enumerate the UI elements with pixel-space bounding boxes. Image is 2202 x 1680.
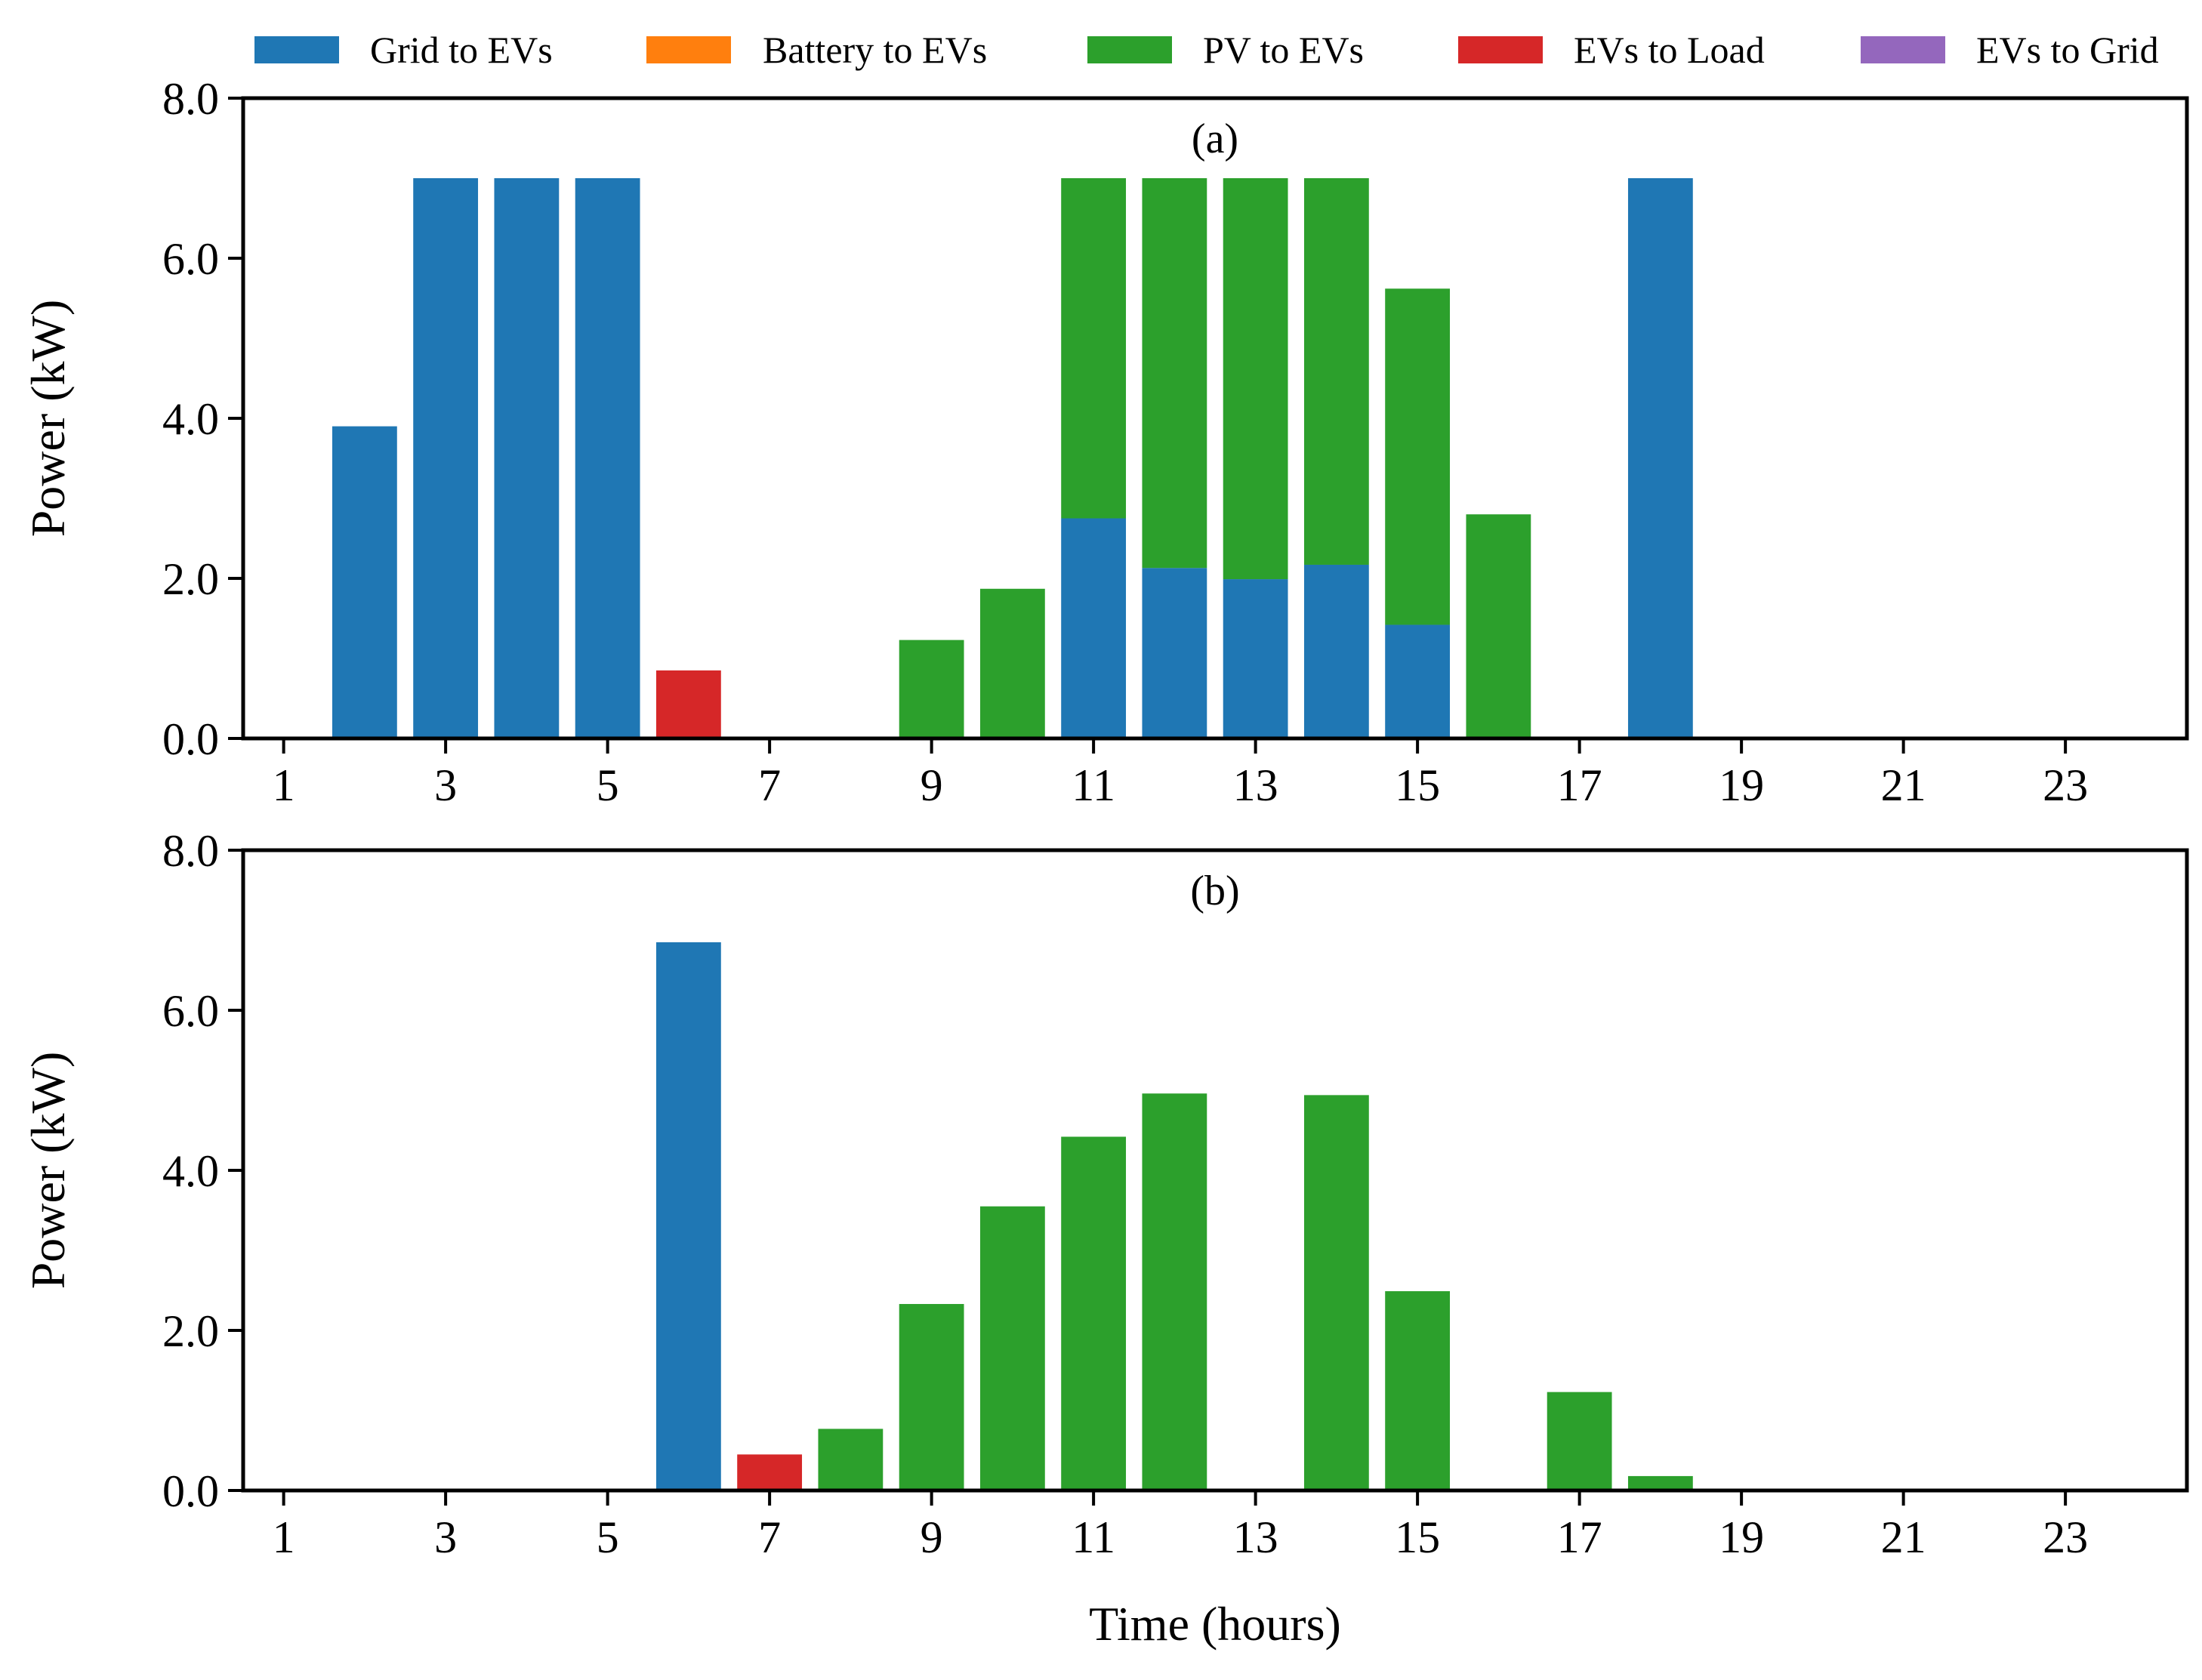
x-tick-label-1-a: 3 [434,760,457,810]
bar-grid-to-evs-hour-11-a [1061,518,1127,738]
x-tick-label-0-b: 1 [273,1512,295,1562]
legend-label-evs-to-grid: EVs to Grid [1976,29,2159,71]
bar-grid-to-evs-hour-13-a [1223,579,1288,738]
legend-item-grid-to-evs: Grid to EVs [254,29,553,71]
bar-grid-to-evs-hour-3-a [413,178,479,738]
chart-panel-b: 0.02.04.06.08.01 3 5 7 9 11 13 15 17 19 21 23 (b) P… [21,826,2189,1651]
bar-pv-to-evs-hour-11-a [1061,178,1127,519]
y-tick-label-2-b: 4.0 [162,1146,219,1196]
x-tick-label-10-a: 21 [1881,760,1926,810]
y-tick-label-1-b: 2.0 [162,1306,219,1356]
x-tick-label-0-a: 1 [273,760,295,810]
ticks-panel-b: 0.02.04.06.08.01 3 5 7 9 11 13 15 17 19 21 23 [162,826,2088,1562]
bar-grid-to-evs-hour-18-a [1627,178,1693,738]
bar-grid-to-evs-hour-5-a [575,178,640,738]
x-tick-label-3-a: 7 [758,760,781,810]
x-tick-label-7-b: 15 [1395,1512,1440,1562]
legend-item-battery-to-evs: Battery to EVs [646,29,987,71]
x-tick-label-9-a: 19 [1719,760,1764,810]
bar-pv-to-evs-hour-17-b [1547,1392,1612,1490]
x-tick-label-4-a: 9 [921,760,943,810]
y-tick-label-3-b: 6.0 [162,986,219,1036]
bar-grid-to-evs-hour-2-a [332,426,397,738]
bar-pv-to-evs-hour-13-a [1223,178,1288,580]
legend-swatch-battery-to-evs [646,36,731,63]
bar-pv-to-evs-hour-9-b [899,1304,964,1490]
panel-label-a: (a) [1192,116,1238,162]
y-tick-label-1-a: 2.0 [162,554,219,604]
bar-pv-to-evs-hour-10-a [979,588,1045,738]
bar-pv-to-evs-hour-9-a [899,640,964,738]
x-axis-label-panel-b: Time (hours) [1089,1597,1341,1651]
panel-label-b: (b) [1190,868,1239,914]
y-axis-label-panel-b: Power (kW) [21,1052,75,1290]
bars-panel-b [655,942,1693,1490]
bar-pv-to-evs-hour-14-a [1303,178,1369,565]
ticks-panel-a: 0.02.04.06.08.01 3 5 7 9 11 13 15 17 19 21 23 [162,74,2088,810]
bar-pv-to-evs-hour-18-b [1627,1475,1693,1490]
legend-label-grid-to-evs: Grid to EVs [370,29,553,71]
y-tick-label-0-a: 0.0 [162,714,219,764]
x-tick-label-6-b: 13 [1233,1512,1278,1562]
legend-swatch-grid-to-evs [254,36,339,63]
bar-pv-to-evs-hour-14-b [1303,1095,1369,1490]
x-tick-label-6-a: 13 [1233,760,1278,810]
bar-grid-to-evs-hour-12-a [1142,568,1207,738]
y-tick-label-0-b: 0.0 [162,1466,219,1516]
y-tick-label-4-b: 8.0 [162,826,219,876]
legend-label-battery-to-evs: Battery to EVs [763,29,987,71]
x-tick-label-2-a: 5 [597,760,619,810]
bar-pv-to-evs-hour-8-b [818,1429,884,1490]
y-tick-label-3-a: 6.0 [162,234,219,284]
x-tick-label-8-a: 17 [1557,760,1602,810]
x-tick-label-10-b: 21 [1881,1512,1926,1562]
x-tick-label-2-b: 5 [597,1512,619,1562]
bar-evs-to-load-hour-6-a [655,670,721,738]
y-axis-label-panel-a: Power (kW) [21,300,75,538]
x-tick-label-5-b: 11 [1072,1512,1115,1562]
bar-grid-to-evs-hour-14-a [1303,564,1369,738]
legend-swatch-pv-to-evs [1087,36,1172,63]
legend: Grid to EVs Battery to EVs PV to EVs EVs… [254,29,2159,71]
bar-pv-to-evs-hour-10-b [979,1206,1045,1490]
legend-item-pv-to-evs: PV to EVs [1087,29,1364,71]
legend-label-evs-to-load: EVs to Load [1574,29,1765,71]
x-tick-label-5-a: 11 [1072,760,1115,810]
legend-item-evs-to-grid: EVs to Grid [1861,29,2159,71]
y-tick-label-2-a: 4.0 [162,394,219,444]
bar-pv-to-evs-hour-16-a [1466,514,1531,738]
plot-frame-panel-a [241,96,2189,741]
chart-panel-a: 0.02.04.06.08.01 3 5 7 9 11 13 15 17 19 21 23 (a) P… [21,74,2189,810]
bar-grid-to-evs-hour-4-a [494,178,560,738]
x-tick-label-4-b: 9 [921,1512,943,1562]
bar-pv-to-evs-hour-12-b [1142,1093,1207,1490]
bar-pv-to-evs-hour-15-b [1385,1291,1451,1490]
x-tick-label-3-b: 7 [758,1512,781,1562]
x-tick-label-11-b: 23 [2043,1512,2088,1562]
x-tick-label-11-a: 23 [2043,760,2088,810]
legend-swatch-evs-to-load [1458,36,1543,63]
x-tick-label-8-b: 17 [1557,1512,1602,1562]
x-tick-label-9-b: 19 [1719,1512,1764,1562]
x-tick-label-1-b: 3 [434,1512,457,1562]
bar-pv-to-evs-hour-15-a [1385,288,1451,625]
bar-pv-to-evs-hour-12-a [1142,178,1207,569]
y-tick-label-4-a: 8.0 [162,74,219,124]
bar-evs-to-load-hour-7-b [737,1454,803,1490]
plot-frame-panel-b [241,848,2189,1493]
bar-pv-to-evs-hour-11-b [1061,1136,1127,1490]
legend-swatch-evs-to-grid [1861,36,1945,63]
x-tick-label-7-a: 15 [1395,760,1440,810]
bars-panel-a [332,178,1693,738]
legend-label-pv-to-evs: PV to EVs [1203,29,1364,71]
bar-grid-to-evs-hour-6-b [655,942,721,1490]
legend-item-evs-to-load: EVs to Load [1458,29,1765,71]
bar-grid-to-evs-hour-15-a [1385,624,1451,738]
